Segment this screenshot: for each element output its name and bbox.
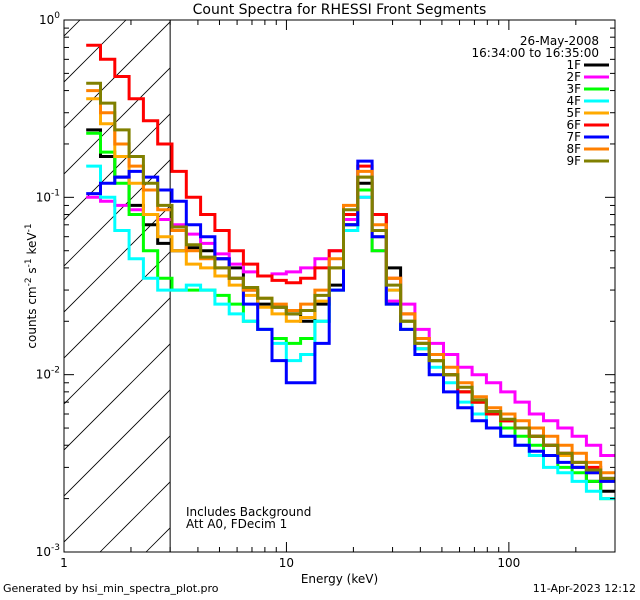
hatch-line bbox=[64, 67, 171, 175]
hatch-line bbox=[64, 21, 171, 129]
legend-label-6F: 6F bbox=[566, 118, 581, 132]
shaded-region bbox=[64, 20, 171, 552]
hatch-line bbox=[64, 251, 171, 359]
series-line-9F bbox=[86, 81, 615, 480]
legend-label-5F: 5F bbox=[566, 106, 581, 120]
x-tick-label: 1 bbox=[60, 556, 68, 570]
y-tick-label: 10-2 bbox=[36, 366, 60, 382]
series-group bbox=[86, 43, 615, 501]
hatch-line bbox=[64, 435, 171, 543]
x-axis-label: Energy (keV) bbox=[301, 572, 378, 586]
hatch-line bbox=[64, 205, 171, 313]
hatch-line bbox=[64, 389, 171, 497]
chart-title: Count Spectra for RHESSI Front Segments bbox=[193, 2, 487, 18]
legend-label-7F: 7F bbox=[566, 130, 581, 144]
legend-label-4F: 4F bbox=[566, 94, 581, 108]
legend-label-1F: 1F bbox=[566, 58, 581, 72]
y-axis-label: counts cm-2 s-1 keV-1 bbox=[24, 223, 39, 348]
series-line-3F bbox=[86, 131, 615, 501]
legend-label-8F: 8F bbox=[566, 142, 581, 156]
timestamp-label: 11-Apr-2023 12:12 bbox=[532, 582, 636, 595]
legend-label-9F: 9F bbox=[566, 154, 581, 168]
legend-label-3F: 3F bbox=[566, 82, 581, 96]
x-tick-label: 100 bbox=[497, 556, 520, 570]
generated-by-label: Generated by hsi_min_spectra_plot.pro bbox=[3, 582, 219, 595]
y-tick-label: 100 bbox=[39, 11, 60, 27]
hatch-line bbox=[64, 20, 127, 83]
hatch-line bbox=[99, 481, 171, 552]
plot-frame bbox=[63, 19, 616, 553]
legend-date: 26-May-2008 bbox=[520, 34, 599, 48]
hatch-line bbox=[64, 20, 81, 37]
x-tick-label: 10 bbox=[279, 556, 294, 570]
y-tick-label: 10-1 bbox=[36, 188, 60, 204]
hatch-line bbox=[64, 297, 171, 405]
legend-time-range: 16:34:00 to 16:35:00 bbox=[472, 46, 599, 60]
series-line-8F bbox=[86, 89, 615, 475]
y-tick-label: 10-3 bbox=[36, 543, 60, 559]
legend-label-2F: 2F bbox=[566, 70, 581, 84]
annotation-line-1: Att A0, FDecim 1 bbox=[186, 517, 287, 531]
annotation-line-0: Includes Background bbox=[186, 505, 311, 519]
series-line-2F bbox=[86, 195, 615, 457]
series-line-7F bbox=[86, 159, 615, 483]
hatch-line bbox=[64, 159, 171, 267]
